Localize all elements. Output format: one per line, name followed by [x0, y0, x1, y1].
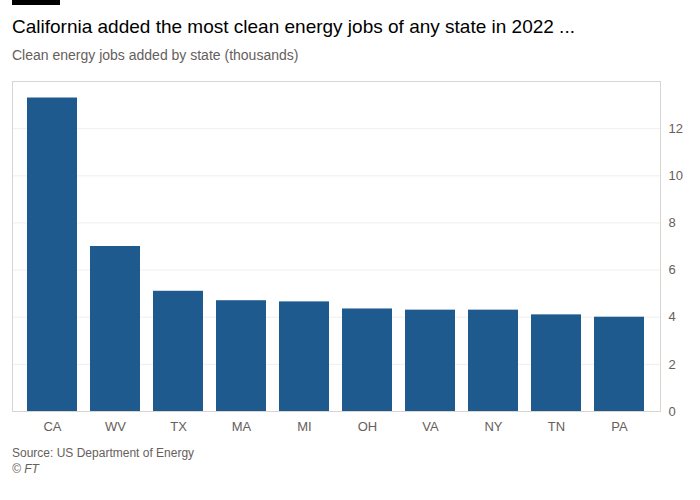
svg-text:OH: OH [358, 419, 378, 434]
svg-text:NY: NY [484, 419, 502, 434]
svg-text:MI: MI [297, 419, 311, 434]
html-text:Source: US Department of Energ: Source: US Department of Energy [12, 446, 195, 460]
svg-text:0: 0 [669, 404, 676, 419]
svg-text:6: 6 [669, 262, 676, 277]
svg-text:VA: VA [422, 419, 439, 434]
svg-text:CA: CA [43, 419, 61, 434]
svg-text:TX: TX [170, 419, 187, 434]
svg-text:WV: WV [105, 419, 126, 434]
svg-text:4: 4 [669, 309, 676, 324]
svg-text:12: 12 [669, 121, 683, 136]
svg-text:8: 8 [669, 215, 676, 230]
svg-text:10: 10 [669, 168, 683, 183]
svg-text:2: 2 [669, 357, 676, 372]
svg-text:PA: PA [611, 419, 628, 434]
html-text:California added the most clea: California added the most clean energy j… [12, 16, 575, 37]
svg-text:MA: MA [232, 419, 252, 434]
html-text:© FT: © FT [12, 462, 39, 476]
svg-text:TN: TN [548, 419, 565, 434]
html-text:Clean energy jobs added by sta: Clean energy jobs added by state (thousa… [12, 47, 299, 63]
